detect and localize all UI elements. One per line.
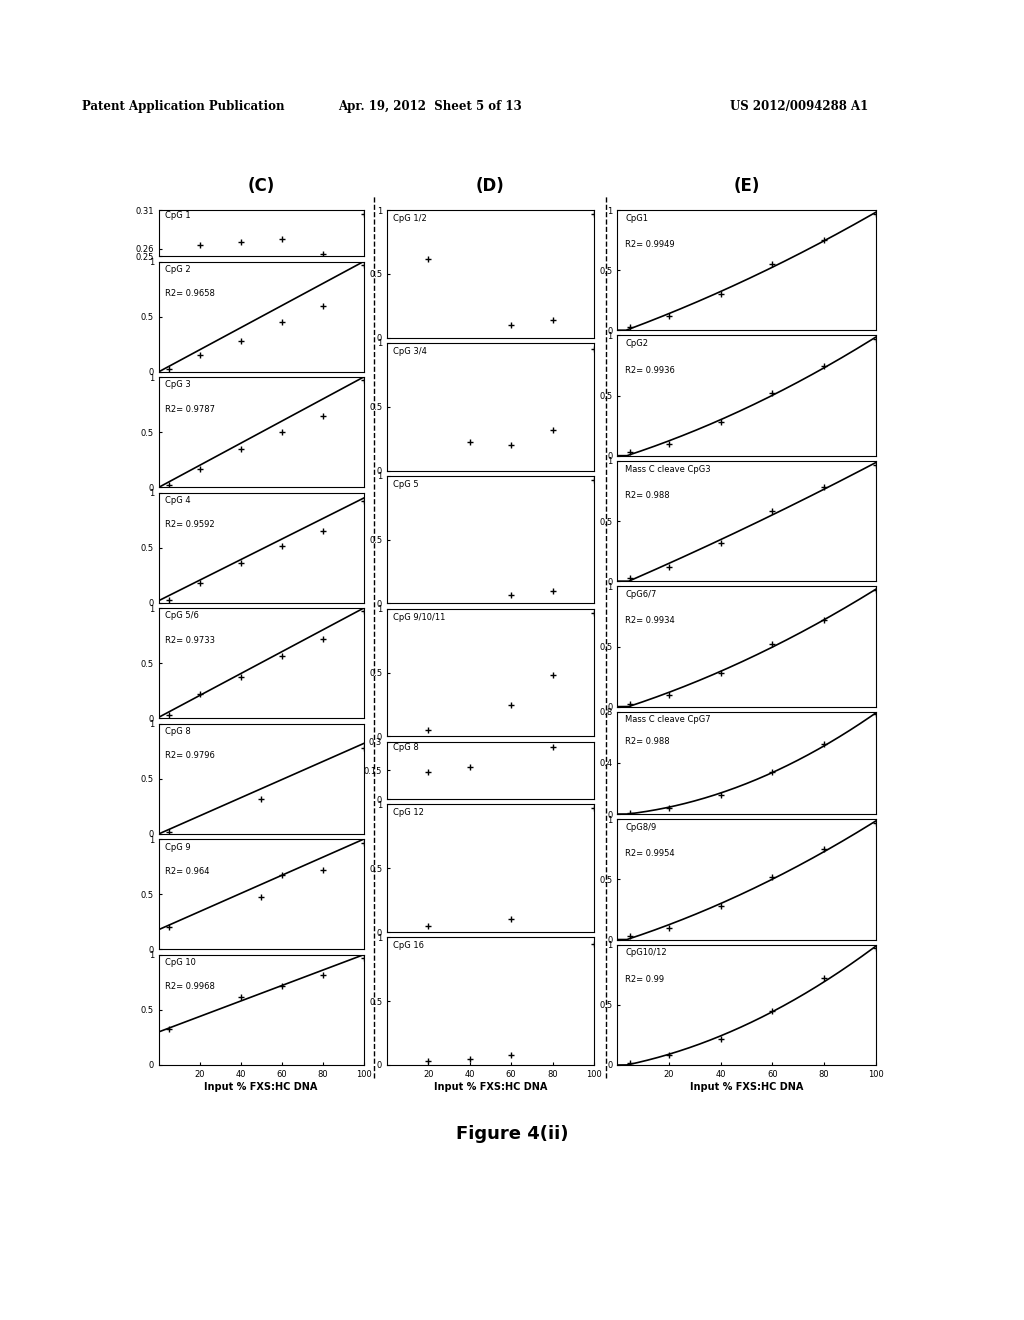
Text: CpG 1: CpG 1 (165, 211, 190, 220)
Text: Mass C cleave CpG7: Mass C cleave CpG7 (626, 715, 711, 723)
Text: R2= 0.99: R2= 0.99 (626, 975, 665, 983)
Text: CpG 1/2: CpG 1/2 (393, 214, 427, 223)
Text: (C): (C) (248, 177, 274, 195)
Text: Apr. 19, 2012  Sheet 5 of 13: Apr. 19, 2012 Sheet 5 of 13 (338, 100, 522, 114)
Text: R2= 0.9934: R2= 0.9934 (626, 616, 675, 626)
Text: R2= 0.9949: R2= 0.9949 (626, 240, 675, 249)
Text: Mass C cleave CpG3: Mass C cleave CpG3 (626, 465, 711, 474)
X-axis label: Input % FXS:HC DNA: Input % FXS:HC DNA (205, 1081, 317, 1092)
Text: Patent Application Publication: Patent Application Publication (82, 100, 285, 114)
Text: CpG 16: CpG 16 (393, 941, 424, 950)
Text: CpG6/7: CpG6/7 (626, 590, 656, 599)
Text: CpG 3/4: CpG 3/4 (393, 347, 427, 356)
Text: CpG 8: CpG 8 (393, 743, 419, 752)
Text: CpG 2: CpG 2 (165, 265, 190, 273)
Text: (E): (E) (733, 177, 760, 195)
Text: CpG 12: CpG 12 (393, 808, 424, 817)
Text: Figure 4(ii): Figure 4(ii) (456, 1125, 568, 1143)
Text: CpG 8: CpG 8 (165, 727, 190, 737)
Text: CpG 10: CpG 10 (165, 958, 196, 968)
Text: R2= 0.9592: R2= 0.9592 (165, 520, 214, 529)
Text: CpG1: CpG1 (626, 214, 648, 223)
Text: R2= 0.9936: R2= 0.9936 (626, 366, 675, 375)
Text: CpG8/9: CpG8/9 (626, 822, 656, 832)
Text: CpG 9/10/11: CpG 9/10/11 (393, 612, 445, 622)
Text: US 2012/0094288 A1: US 2012/0094288 A1 (729, 100, 868, 114)
Text: CpG 5: CpG 5 (393, 479, 419, 488)
Text: CpG 4: CpG 4 (165, 496, 190, 506)
Text: (D): (D) (476, 177, 505, 195)
Text: R2= 0.9787: R2= 0.9787 (165, 405, 215, 413)
Text: CpG 3: CpG 3 (165, 380, 190, 389)
Text: R2= 0.9658: R2= 0.9658 (165, 289, 215, 298)
Text: R2= 0.988: R2= 0.988 (626, 491, 670, 500)
Text: R2= 0.9796: R2= 0.9796 (165, 751, 215, 760)
Text: CpG 9: CpG 9 (165, 842, 190, 851)
X-axis label: Input % FXS:HC DNA: Input % FXS:HC DNA (434, 1081, 547, 1092)
Text: R2= 0.964: R2= 0.964 (165, 867, 209, 875)
X-axis label: Input % FXS:HC DNA: Input % FXS:HC DNA (690, 1081, 803, 1092)
Text: CpG 5/6: CpG 5/6 (165, 611, 199, 620)
Text: R2= 0.9954: R2= 0.9954 (626, 849, 675, 858)
Text: R2= 0.9968: R2= 0.9968 (165, 982, 215, 991)
Text: R2= 0.988: R2= 0.988 (626, 738, 670, 746)
Text: CpG10/12: CpG10/12 (626, 948, 667, 957)
Text: R2= 0.9733: R2= 0.9733 (165, 636, 215, 644)
Text: CpG2: CpG2 (626, 339, 648, 348)
